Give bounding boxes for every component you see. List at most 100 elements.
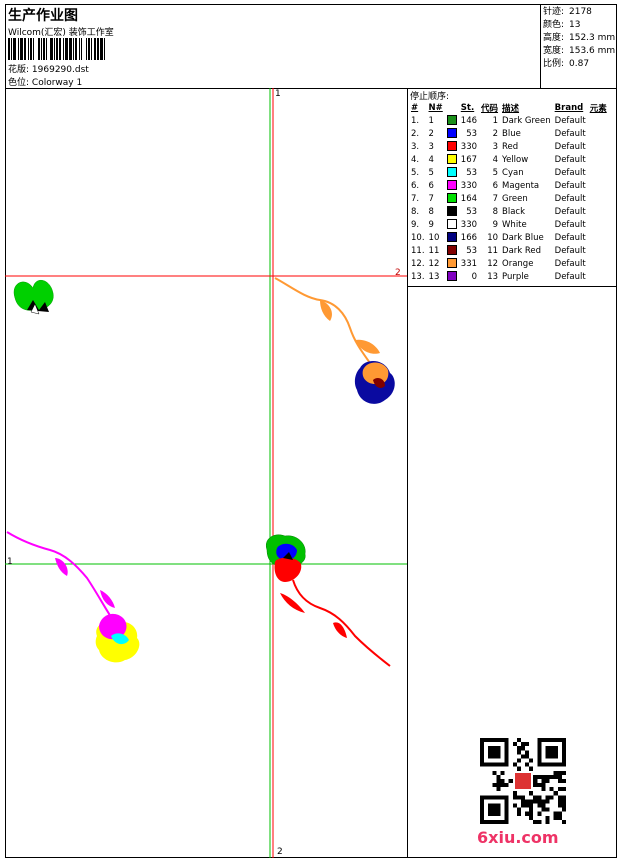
- row-brand: Default: [554, 271, 586, 282]
- color-swatch: [446, 167, 457, 178]
- row-brand: Default: [554, 232, 586, 243]
- row-code: 2: [492, 128, 499, 139]
- row-description: Yellow: [502, 154, 529, 165]
- thread-row: 4. 4 167 4 Yellow Default: [409, 153, 609, 166]
- thread-row: 12. 12 331 12 Orange Default: [409, 257, 609, 270]
- row-index: 6.: [411, 180, 420, 191]
- row-code: 5: [492, 167, 499, 178]
- row-element: [588, 231, 609, 244]
- row-stitches: 53: [466, 167, 478, 178]
- row-number: 3: [428, 141, 434, 152]
- row-swatch: [445, 218, 459, 231]
- col-swatch: [445, 101, 459, 114]
- color-swatch: [446, 271, 457, 282]
- flower-center: [265, 534, 391, 667]
- col-stitches: St.: [460, 102, 475, 113]
- row-swatch: [445, 166, 459, 179]
- row-number: 4: [428, 154, 434, 165]
- col-index: #: [411, 102, 419, 113]
- row-stitches: 53: [466, 206, 478, 217]
- embroidery-preview: 1 1 2 2: [5, 88, 407, 858]
- stop-sequence-title: 停止顺序:: [410, 92, 450, 102]
- row-index: 4.: [411, 154, 420, 165]
- stat-stitches: 针迹: 2178: [543, 7, 592, 17]
- row-index: 9.: [411, 219, 420, 230]
- col-description: 描述: [502, 103, 520, 114]
- row-swatch: [445, 244, 459, 257]
- row-element: [588, 244, 609, 257]
- color-swatch: [446, 232, 457, 243]
- row-stitches: 0: [471, 271, 478, 282]
- col-number: N#: [428, 102, 443, 113]
- color-swatch: [446, 128, 457, 139]
- row-number: 7: [428, 193, 434, 204]
- row-brand: Default: [554, 115, 586, 126]
- row-number: 13: [428, 271, 440, 282]
- row-description: White: [502, 219, 527, 230]
- row-stitches: 330: [460, 141, 478, 152]
- row-description: Purple: [502, 271, 529, 282]
- thread-table-header: # N# St. 代码 描述 Brand 元素: [409, 101, 609, 114]
- flower-top-left: [13, 280, 54, 315]
- row-stitches: 53: [466, 128, 478, 139]
- row-index: 11.: [411, 245, 425, 256]
- row-brand: Default: [554, 128, 586, 139]
- row-swatch: [445, 205, 459, 218]
- row-stitches: 330: [460, 219, 478, 230]
- row-code: 10: [487, 232, 499, 243]
- col-brand: Brand: [554, 102, 584, 113]
- row-code: 1: [492, 115, 499, 126]
- row-brand: Default: [554, 258, 586, 269]
- watermark-logo: 6xiu.com: [477, 828, 559, 847]
- thread-row: 6. 6 330 6 Magenta Default: [409, 179, 609, 192]
- page-title: 生产作业图: [8, 8, 78, 24]
- row-description: Red: [502, 141, 519, 152]
- stop-sequence-panel: 停止顺序: # N# St. 代码 描述 Brand 元素 1. 1 146 1 Dar…: [407, 88, 617, 287]
- row-element: [588, 140, 609, 153]
- row-element: [588, 270, 609, 283]
- thread-row: 7. 7 164 7 Green Default: [409, 192, 609, 205]
- row-brand: Default: [554, 154, 586, 165]
- row-description: Dark Green: [502, 115, 551, 126]
- row-code: 11: [487, 245, 499, 256]
- axis-label-red-bottom: 2: [277, 847, 283, 857]
- thread-row: 13. 13 0 13 Purple Default: [409, 270, 609, 283]
- thread-table: # N# St. 代码 描述 Brand 元素 1. 1 146 1 Dark Gree…: [409, 101, 609, 283]
- stat-colors: 颜色: 13: [543, 20, 581, 30]
- row-stitches: 330: [460, 180, 478, 191]
- color-swatch: [446, 141, 457, 152]
- company-name: Wilcom(汇宏) 装饰工作室: [8, 28, 114, 38]
- row-brand: Default: [554, 180, 586, 191]
- row-swatch: [445, 153, 459, 166]
- row-index: 13.: [411, 271, 425, 282]
- thread-row: 5. 5 53 5 Cyan Default: [409, 166, 609, 179]
- color-swatch: [446, 115, 457, 126]
- row-element: [588, 205, 609, 218]
- row-description: Orange: [502, 258, 534, 269]
- row-code: 8: [492, 206, 499, 217]
- row-index: 2.: [411, 128, 420, 139]
- color-swatch: [446, 180, 457, 191]
- thread-row: 3. 3 330 3 Red Default: [409, 140, 609, 153]
- row-brand: Default: [554, 206, 586, 217]
- color-swatch: [446, 206, 457, 217]
- stat-scale: 比例: 0.87: [543, 59, 590, 69]
- row-description: Green: [502, 193, 528, 204]
- row-swatch: [445, 192, 459, 205]
- row-description: Cyan: [502, 167, 524, 178]
- row-swatch: [445, 127, 459, 140]
- header: 生产作业图 Wilcom(汇宏) 装饰工作室 花版: 1969290.dst 色…: [5, 4, 617, 89]
- row-description: Magenta: [502, 180, 540, 191]
- row-index: 5.: [411, 167, 420, 178]
- page-frame: [5, 4, 617, 858]
- row-number: 12: [428, 258, 440, 269]
- qr-code: [480, 738, 566, 824]
- row-index: 7.: [411, 193, 420, 204]
- thread-row: 11. 11 53 11 Dark Red Default: [409, 244, 609, 257]
- row-swatch: [445, 270, 459, 283]
- row-stitches: 164: [460, 193, 478, 204]
- row-index: 3.: [411, 141, 420, 152]
- row-code: 6: [492, 180, 499, 191]
- row-number: 11: [428, 245, 440, 256]
- row-element: [588, 192, 609, 205]
